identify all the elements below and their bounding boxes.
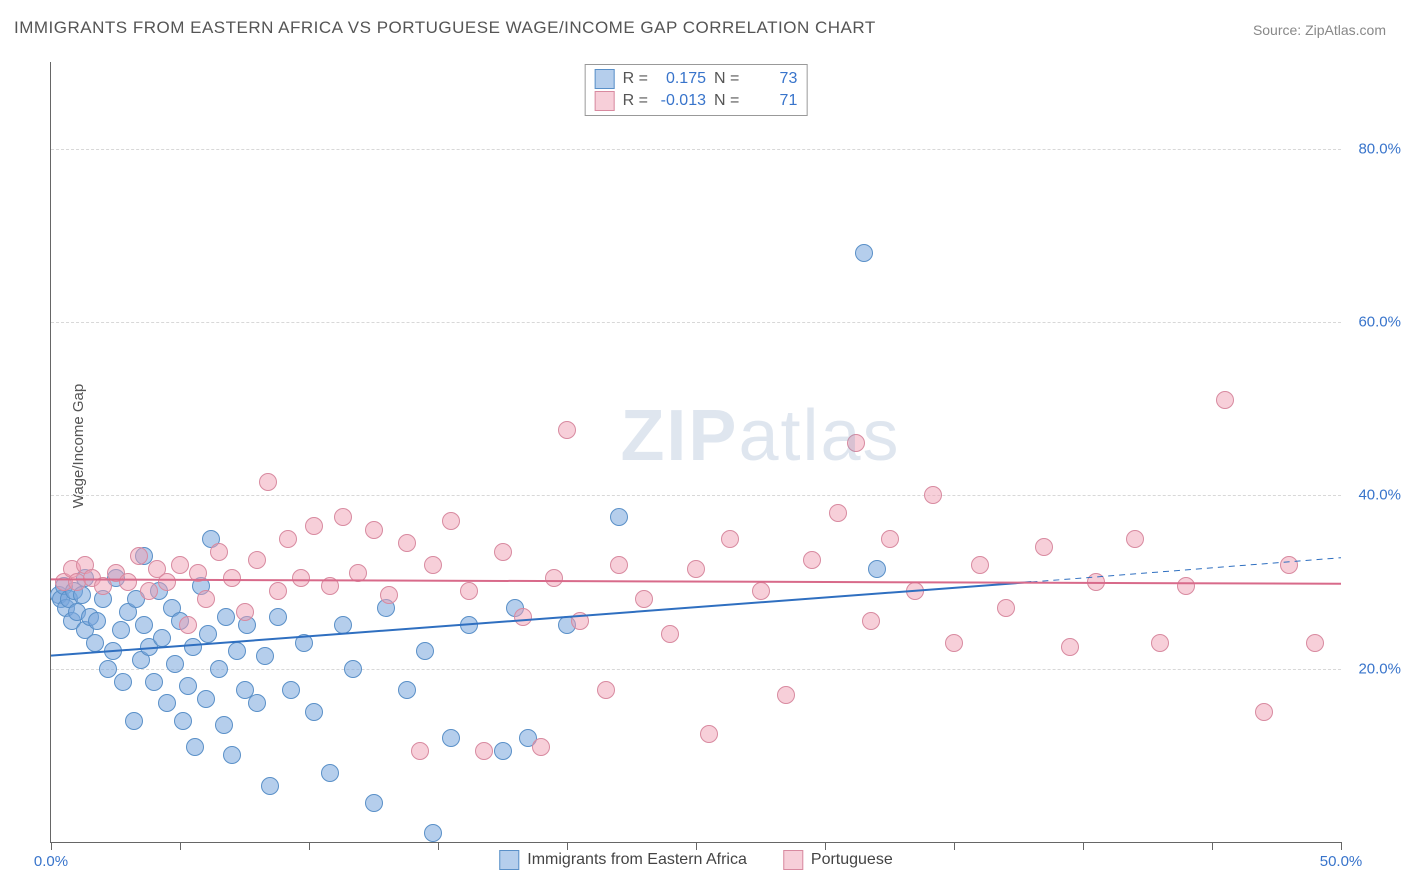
y-tick-label: 80.0% (1358, 140, 1401, 157)
x-tick (1341, 842, 1342, 850)
legend-item-portuguese: Portuguese (783, 850, 893, 870)
y-tick-label: 40.0% (1358, 487, 1401, 504)
r-value-0: 0.175 (656, 70, 706, 88)
trendline-portuguese (51, 579, 1341, 583)
x-tick (825, 842, 826, 850)
legend-label-portuguese: Portuguese (811, 851, 893, 869)
x-tick-label: 50.0% (1320, 853, 1363, 870)
r-value-1: -0.013 (656, 92, 706, 110)
trendline-eastern_africa (51, 582, 1031, 656)
stats-legend-box: R = 0.175 N = 73 R = -0.013 N = 71 (585, 64, 808, 116)
source-label: Source: ZipAtlas.com (1253, 22, 1386, 38)
x-tick-label: 0.0% (34, 853, 68, 870)
n-label-1: N = (714, 92, 739, 110)
x-tick (696, 842, 697, 850)
r-label-1: R = (623, 92, 648, 110)
stats-row-portuguese: R = -0.013 N = 71 (592, 90, 801, 112)
x-tick (180, 842, 181, 850)
trend-lines (51, 62, 1341, 842)
stats-row-eastern-africa: R = 0.175 N = 73 (592, 68, 801, 90)
x-tick (309, 842, 310, 850)
x-tick (954, 842, 955, 850)
n-label-0: N = (714, 70, 739, 88)
bottom-legend: Immigrants from Eastern Africa Portugues… (499, 850, 892, 870)
x-tick (1083, 842, 1084, 850)
x-tick (438, 842, 439, 850)
legend-swatch-eastern-africa (499, 850, 519, 870)
r-label-0: R = (623, 70, 648, 88)
y-tick-label: 20.0% (1358, 660, 1401, 677)
swatch-portuguese (595, 91, 615, 111)
y-tick-label: 60.0% (1358, 314, 1401, 331)
x-tick (1212, 842, 1213, 850)
x-tick (567, 842, 568, 850)
n-value-0: 73 (747, 70, 797, 88)
legend-swatch-portuguese (783, 850, 803, 870)
x-tick (51, 842, 52, 850)
legend-item-eastern-africa: Immigrants from Eastern Africa (499, 850, 747, 870)
trendline-extrapolation-eastern_africa (1031, 558, 1341, 582)
swatch-eastern-africa (595, 69, 615, 89)
plot-area: ZIPatlas R = 0.175 N = 73 R = -0.013 N =… (50, 62, 1341, 843)
n-value-1: 71 (747, 92, 797, 110)
legend-label-eastern-africa: Immigrants from Eastern Africa (527, 851, 747, 869)
chart-title: IMMIGRANTS FROM EASTERN AFRICA VS PORTUG… (14, 18, 876, 38)
